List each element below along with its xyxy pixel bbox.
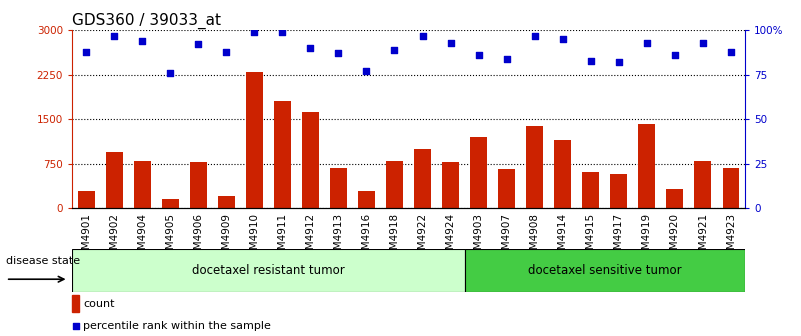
Bar bbox=[106, 152, 123, 208]
Text: docetaxel sensitive tumor: docetaxel sensitive tumor bbox=[528, 264, 682, 277]
Bar bbox=[302, 112, 319, 208]
Point bbox=[668, 52, 681, 58]
Bar bbox=[470, 137, 487, 208]
Point bbox=[332, 51, 344, 56]
Bar bbox=[330, 168, 347, 208]
Text: GDS360 / 39033_at: GDS360 / 39033_at bbox=[72, 13, 221, 29]
Bar bbox=[638, 124, 655, 208]
Bar bbox=[274, 101, 291, 208]
FancyBboxPatch shape bbox=[465, 249, 745, 292]
Bar bbox=[723, 168, 739, 208]
Bar bbox=[582, 171, 599, 208]
Bar bbox=[414, 149, 431, 208]
Point bbox=[70, 324, 83, 329]
Bar bbox=[78, 191, 95, 208]
Bar bbox=[554, 140, 571, 208]
Text: count: count bbox=[83, 299, 115, 309]
Bar bbox=[218, 197, 235, 208]
Point bbox=[276, 29, 288, 35]
Point bbox=[219, 49, 232, 54]
Point bbox=[304, 45, 316, 51]
Text: percentile rank within the sample: percentile rank within the sample bbox=[83, 322, 271, 331]
Point bbox=[556, 37, 569, 42]
Bar bbox=[72, 295, 79, 312]
Point bbox=[500, 56, 513, 61]
Bar bbox=[134, 161, 151, 208]
Bar bbox=[190, 162, 207, 208]
Point bbox=[640, 40, 653, 45]
Bar bbox=[246, 72, 263, 208]
Bar bbox=[498, 169, 515, 208]
Bar bbox=[610, 174, 627, 208]
Bar bbox=[358, 191, 375, 208]
Point bbox=[360, 69, 372, 74]
Point bbox=[528, 33, 541, 38]
Bar bbox=[694, 161, 711, 208]
Point bbox=[696, 40, 709, 45]
Bar bbox=[666, 189, 683, 208]
Point bbox=[248, 29, 260, 35]
Bar bbox=[386, 161, 403, 208]
Point bbox=[584, 58, 597, 63]
Point bbox=[612, 59, 625, 65]
Point bbox=[388, 47, 400, 52]
Point bbox=[80, 49, 92, 54]
Bar bbox=[162, 200, 179, 208]
Point bbox=[416, 33, 429, 38]
Point bbox=[135, 38, 149, 44]
Point bbox=[107, 33, 120, 38]
Point bbox=[444, 40, 457, 45]
Bar bbox=[526, 126, 543, 208]
Text: docetaxel resistant tumor: docetaxel resistant tumor bbox=[192, 264, 344, 277]
Point bbox=[724, 49, 737, 54]
FancyBboxPatch shape bbox=[72, 249, 465, 292]
Text: disease state: disease state bbox=[6, 256, 80, 266]
Point bbox=[191, 42, 204, 47]
Point bbox=[163, 70, 176, 76]
Bar bbox=[442, 162, 459, 208]
Point bbox=[472, 52, 485, 58]
